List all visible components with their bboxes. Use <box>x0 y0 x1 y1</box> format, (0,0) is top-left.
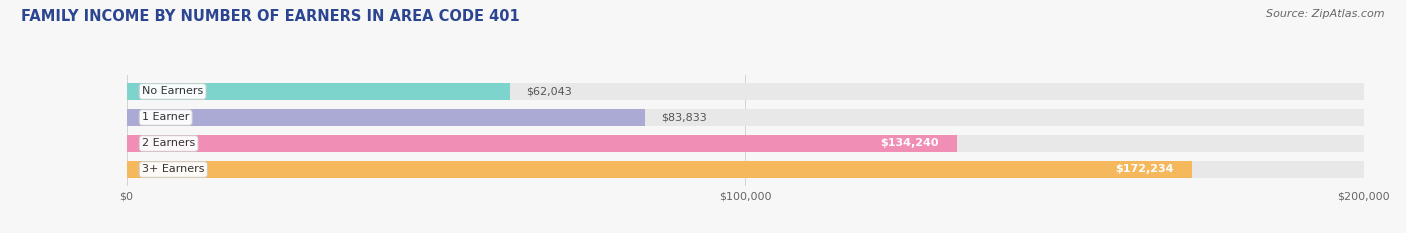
Bar <box>127 161 1364 178</box>
Bar <box>127 110 645 126</box>
Text: No Earners: No Earners <box>142 86 204 96</box>
Text: $134,240: $134,240 <box>880 138 938 148</box>
Text: $83,833: $83,833 <box>661 113 706 123</box>
Bar <box>127 83 1364 99</box>
Text: FAMILY INCOME BY NUMBER OF EARNERS IN AREA CODE 401: FAMILY INCOME BY NUMBER OF EARNERS IN AR… <box>21 9 520 24</box>
Bar <box>127 161 1364 178</box>
Bar <box>127 135 957 151</box>
Bar <box>127 83 510 99</box>
Text: 2 Earners: 2 Earners <box>142 138 195 148</box>
Bar <box>127 161 1192 178</box>
Bar <box>127 83 1364 99</box>
Bar <box>127 83 510 99</box>
Text: Source: ZipAtlas.com: Source: ZipAtlas.com <box>1267 9 1385 19</box>
Text: 3+ Earners: 3+ Earners <box>142 164 204 175</box>
Bar <box>127 110 1364 126</box>
Text: 1 Earner: 1 Earner <box>142 113 190 123</box>
Bar <box>127 135 1364 151</box>
Bar <box>127 135 957 151</box>
Text: $62,043: $62,043 <box>526 86 572 96</box>
Text: $172,234: $172,234 <box>1115 164 1174 175</box>
Bar <box>127 110 1364 126</box>
Bar <box>127 161 1192 178</box>
Bar <box>127 110 645 126</box>
Bar <box>127 135 1364 151</box>
